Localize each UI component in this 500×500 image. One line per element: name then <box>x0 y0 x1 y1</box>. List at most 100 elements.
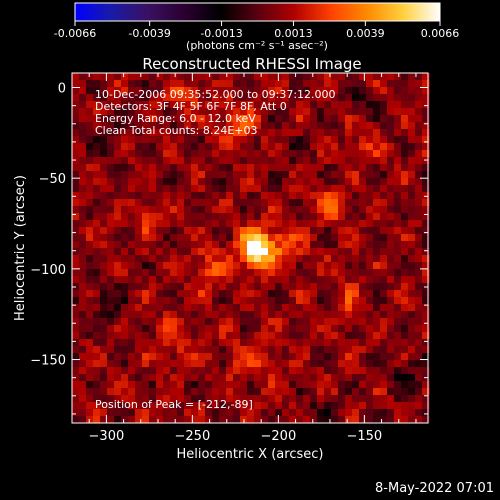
heatmap-cell <box>205 87 213 95</box>
heatmap-cell <box>219 339 227 347</box>
heatmap-cell <box>275 241 283 249</box>
heatmap-cell <box>303 94 311 102</box>
heatmap-cell <box>310 73 318 81</box>
heatmap-cell <box>240 80 248 88</box>
heatmap-cell <box>121 122 129 130</box>
heatmap-cell <box>380 402 388 410</box>
heatmap-cell <box>142 395 150 403</box>
heatmap-cell <box>338 234 346 242</box>
heatmap-cell <box>310 388 318 396</box>
heatmap-cell <box>373 199 381 207</box>
heatmap-cell <box>86 360 94 368</box>
heatmap-cell <box>121 73 129 81</box>
heatmap-cell <box>324 213 332 221</box>
heatmap-cell <box>170 192 178 200</box>
heatmap-cell <box>198 374 206 382</box>
heatmap-cell <box>93 262 101 270</box>
heatmap-cell <box>170 381 178 389</box>
heatmap-cell <box>359 360 367 368</box>
heatmap-cell <box>422 150 430 158</box>
heatmap-cell <box>338 80 346 88</box>
heatmap-cell <box>177 381 185 389</box>
heatmap-cell <box>387 339 395 347</box>
heatmap-cell <box>380 150 388 158</box>
heatmap-cell <box>156 178 164 186</box>
heatmap-cell <box>387 101 395 109</box>
heatmap-cell <box>415 220 423 228</box>
heatmap-cell <box>352 290 360 298</box>
heatmap-cell <box>254 87 262 95</box>
heatmap-cell <box>254 276 262 284</box>
heatmap-cell <box>380 157 388 165</box>
heatmap-cell <box>79 360 87 368</box>
heatmap-cell <box>163 220 171 228</box>
heatmap-cell <box>317 213 325 221</box>
heatmap-cell <box>296 171 304 179</box>
heatmap-cell <box>149 297 157 305</box>
heatmap-cell <box>226 381 234 389</box>
heatmap-cell <box>268 311 276 319</box>
heatmap-cell <box>233 192 241 200</box>
heatmap-cell <box>142 416 150 424</box>
heatmap-cell <box>205 374 213 382</box>
heatmap-cell <box>163 136 171 144</box>
heatmap-cell <box>422 346 430 354</box>
heatmap-cell <box>310 290 318 298</box>
heatmap-cell <box>380 136 388 144</box>
heatmap-cell <box>135 108 143 116</box>
heatmap-cell <box>345 374 353 382</box>
heatmap-cell <box>177 241 185 249</box>
heatmap-cell <box>170 108 178 116</box>
heatmap-cell <box>338 157 346 165</box>
heatmap-cell <box>163 164 171 172</box>
heatmap-cell <box>177 108 185 116</box>
heatmap-cell <box>324 157 332 165</box>
heatmap-cell <box>254 395 262 403</box>
heatmap-cell <box>86 206 94 214</box>
heatmap-cell <box>289 360 297 368</box>
heatmap-cell <box>422 87 430 95</box>
heatmap-cell <box>107 171 115 179</box>
heatmap-cell <box>303 255 311 263</box>
heatmap-cell <box>345 304 353 312</box>
heatmap-cell <box>240 206 248 214</box>
heatmap-cell <box>100 318 108 326</box>
heatmap-cell <box>254 206 262 214</box>
heatmap-cell <box>317 178 325 186</box>
heatmap-cell <box>324 136 332 144</box>
heatmap-cell <box>380 248 388 256</box>
heatmap-cell <box>233 353 241 361</box>
heatmap-cell <box>93 290 101 298</box>
heatmap-cell <box>317 283 325 291</box>
heatmap-cell <box>380 94 388 102</box>
heatmap-cell <box>205 199 213 207</box>
heatmap-cell <box>135 402 143 410</box>
heatmap-cell <box>380 283 388 291</box>
heatmap-cell <box>219 206 227 214</box>
heatmap-cell <box>135 276 143 284</box>
heatmap-cell <box>121 346 129 354</box>
heatmap-cell <box>310 416 318 424</box>
heatmap-cell <box>296 220 304 228</box>
peak-position-label: Position of Peak = [-212,-89] <box>95 398 253 411</box>
heatmap-cell <box>345 269 353 277</box>
heatmap-cell <box>415 94 423 102</box>
heatmap-cell <box>359 402 367 410</box>
heatmap-cell <box>128 402 136 410</box>
heatmap-cell <box>373 374 381 382</box>
heatmap-cell <box>415 234 423 242</box>
heatmap-cell <box>422 269 430 277</box>
heatmap-cell <box>345 255 353 263</box>
heatmap-cell <box>163 353 171 361</box>
heatmap-cell <box>310 227 318 235</box>
heatmap-cell <box>296 402 304 410</box>
heatmap-cell <box>191 213 199 221</box>
heatmap-cell <box>177 115 185 123</box>
heatmap-cell <box>317 409 325 417</box>
heatmap-cell <box>121 178 129 186</box>
heatmap-cell <box>156 192 164 200</box>
heatmap-cell <box>212 143 220 151</box>
heatmap-cell <box>198 136 206 144</box>
heatmap-cell <box>184 395 192 403</box>
heatmap-cell <box>226 297 234 305</box>
